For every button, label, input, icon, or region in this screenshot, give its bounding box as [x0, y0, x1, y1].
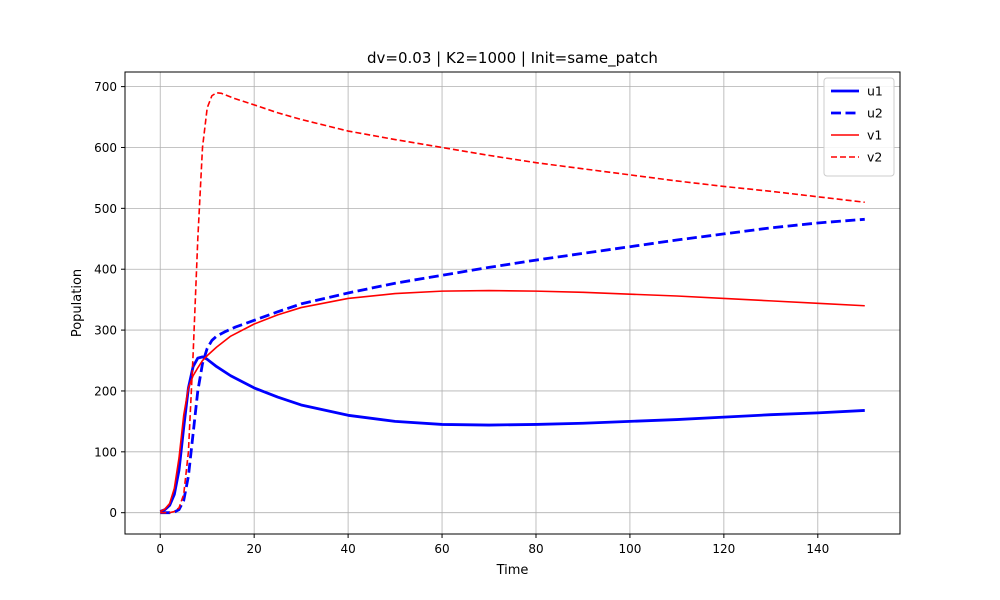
x-axis-label: Time: [496, 563, 529, 578]
series-line-u2: [160, 217, 865, 515]
axis-ticks: 0 20 40 60 80 100 120 140 0 100 200 300 400 500 600 700: [94, 80, 829, 556]
legend-label-u1: u1: [867, 84, 883, 99]
y-tick-label: 400: [94, 263, 117, 277]
y-tick-label: 0: [109, 506, 117, 520]
series-line-v1: [159, 289, 865, 513]
x-tick-label: 80: [528, 542, 543, 556]
x-tick-label: 140: [806, 542, 829, 556]
y-tick-label: 100: [94, 445, 117, 459]
y-tick-label: 700: [94, 80, 117, 94]
x-tick-label: 100: [618, 542, 641, 556]
y-axis-label: Population: [70, 269, 85, 337]
series-lines: [159, 91, 865, 515]
grid: [125, 72, 900, 534]
chart-title: dv=0.03 | K2=1000 | Init=same_patch: [367, 49, 658, 68]
legend-label-v1: v1: [867, 128, 882, 143]
x-tick-label: 0: [156, 542, 164, 556]
plot-frame: [124, 71, 901, 535]
x-tick-label: 60: [434, 542, 449, 556]
y-tick-label: 600: [94, 141, 117, 155]
series-line-u1: [159, 355, 865, 513]
x-tick-label: 40: [340, 542, 355, 556]
legend-box: [823, 77, 895, 177]
series-line-v2: [160, 91, 865, 514]
y-tick-label: 300: [94, 324, 117, 338]
legend-label-u2: u2: [867, 106, 883, 121]
legend: u1 u2 v1 v2: [823, 77, 895, 177]
y-tick-label: 200: [94, 384, 117, 398]
legend-label-v2: v2: [867, 150, 882, 165]
x-tick-label: 20: [247, 542, 262, 556]
x-tick-label: 120: [712, 542, 735, 556]
y-tick-label: 500: [94, 202, 117, 216]
